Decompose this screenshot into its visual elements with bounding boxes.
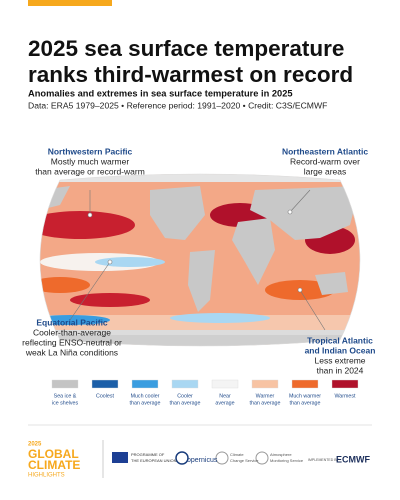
footer-brand: CLIMATE [28,458,80,472]
ecmwf-text: ECMWF [336,454,370,464]
leader-lines [69,189,326,331]
annotation-title: Equatorial Pacific [36,317,108,327]
legend-label: Warmest [335,393,357,399]
source: Data: ERA5 1979–2025 • Reference period:… [28,100,327,110]
eu-text: THE EUROPEAN UNION [131,458,177,463]
legend-label: than average [290,400,321,406]
annotation-text: Mostly much warmer [51,156,130,166]
map [40,174,360,346]
legend-label: than average [250,400,281,406]
annotation-text: than average or record-warm [35,166,145,176]
eu-flag [112,452,128,463]
annotation-text: than in 2024 [317,365,364,375]
annotation-title: and Indian Ocean [305,345,376,355]
c3s-text: Climate [230,452,244,457]
annotation-text: Record-warm over [290,156,360,166]
title: ranks third-warmest on record [28,62,353,87]
legend-label: Sea ice & [54,393,77,399]
legend-label: Much warmer [289,393,321,399]
map-outline [39,173,361,347]
footer-highlights: HIGHLIGHTS [28,473,65,479]
legend-label: than average [130,400,161,406]
legend-swatch [131,379,159,389]
legend-label: ice shelves [52,400,79,406]
legend-swatch [51,379,79,389]
legend-label: Much cooler [131,393,160,399]
c3s-text: Change Service [230,458,259,463]
legend-label: Coolest [96,393,114,399]
cams-text: Atmosphere [270,452,292,457]
footer-brand: GLOBAL [28,447,79,461]
legend-swatch [331,379,359,389]
annotation-text: large areas [304,166,347,176]
annotation-text: reflecting ENSO-neutral or [22,337,122,347]
legend-swatch [91,379,119,389]
legend-swatch [251,379,279,389]
annotation-title: Northwestern Pacific [48,146,133,156]
copernicus-logo [175,451,189,465]
annotation-text: Less extreme [314,355,365,365]
legend-label: average [215,400,234,406]
cams-logo [255,451,269,465]
legend-swatch [171,379,199,389]
cams-text: Monitoring Service [270,458,304,463]
copernicus-text: opernicus [187,457,218,464]
eu-text: PROGRAMME OF [131,452,165,457]
implemented-by: IMPLEMENTED BY [308,458,340,462]
annotation-text: Cooler-than-average [33,327,111,337]
legend-label: Warmer [256,393,275,399]
subtitle: Anomalies and extremes in sea surface te… [28,88,293,98]
accent-bar [28,0,112,6]
legend-label: Cooler [177,393,193,399]
c3s-logo [215,451,229,465]
annotation-title: Northeastern Atlantic [282,146,368,156]
legend-label: Near [219,393,231,399]
footer-year: 2025 [28,442,42,448]
legend-label: than average [170,400,201,406]
title: 2025 sea surface temperature [28,36,344,61]
legend-swatch [211,379,239,389]
legend-swatch [291,379,319,389]
annotation-title: Tropical Atlantic [307,335,373,345]
annotation-text: weak La Niña conditions [25,347,118,357]
